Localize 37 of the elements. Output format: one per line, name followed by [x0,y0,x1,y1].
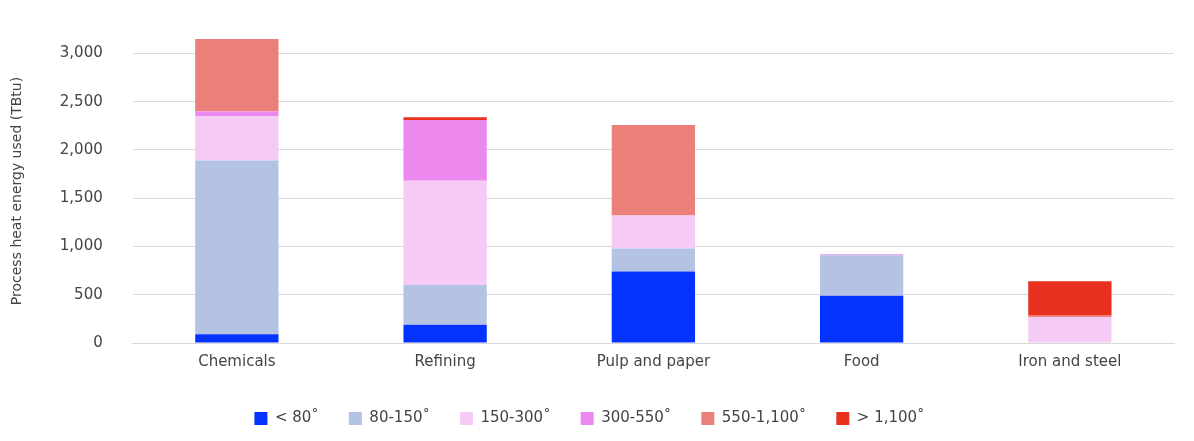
bar [403,120,487,181]
legend-label: 550-1,100˚ [721,408,807,427]
bar [195,116,279,161]
legend-label: 300-550˚ [601,408,672,427]
y-tick-label: 1,500 [59,188,103,207]
legend-label: 150-300˚ [480,408,551,427]
bar [611,271,696,343]
bar [195,39,279,112]
legend-label: > 1,100˚ [856,408,925,427]
x-tick-label: Pulp and paper [596,351,711,370]
y-axis-title: Process heat energy used (TBtu) [8,76,25,306]
bar [403,117,487,121]
bar [1028,281,1112,316]
bar [819,295,904,343]
y-tick-label: 500 [74,284,103,303]
bar [195,111,279,117]
legend-label: 80-150˚ [369,408,430,427]
x-tick-label: Iron and steel [1018,351,1122,370]
bar [195,334,279,343]
bar [403,180,487,286]
bar [1028,316,1112,343]
x-tick-label: Refining [414,351,476,370]
bar [611,215,696,249]
y-tick-label: 3,000 [59,43,103,62]
bar [195,160,279,335]
x-tick-label: Food [843,351,880,370]
bar [819,255,904,296]
y-tick-label: 0 [93,332,103,351]
y-tick-label: 2,000 [59,139,103,158]
legend-label: < 80˚ [274,408,319,427]
bar [403,285,487,325]
bar [611,248,696,272]
y-tick-label: 2,500 [59,91,103,110]
bar [611,124,696,216]
x-tick-label: Chemicals [198,351,276,370]
y-tick-label: 1,000 [59,236,103,255]
bar [403,324,487,343]
